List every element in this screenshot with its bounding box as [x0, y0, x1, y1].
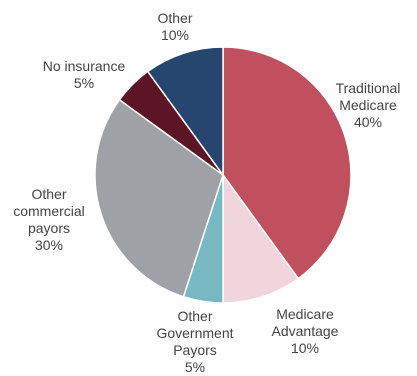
label-other-government-payors: Other Government Payors 5% [156, 308, 234, 375]
label-other-commercial-payors: Other commercial payors 30% [13, 186, 85, 253]
pie-slice-5 [146, 46, 224, 178]
label-traditional-medicare: Traditional Medicare 40% [335, 80, 401, 130]
label-other: Other 10% [157, 10, 193, 43]
pie-slice-1 [222, 172, 300, 304]
label-medicare-advantage: Medicare Advantage 10% [271, 306, 339, 356]
pie-slice-3 [94, 98, 224, 298]
label-no-insurance: No insurance 5% [42, 58, 126, 91]
pie-slice-0 [222, 46, 352, 280]
